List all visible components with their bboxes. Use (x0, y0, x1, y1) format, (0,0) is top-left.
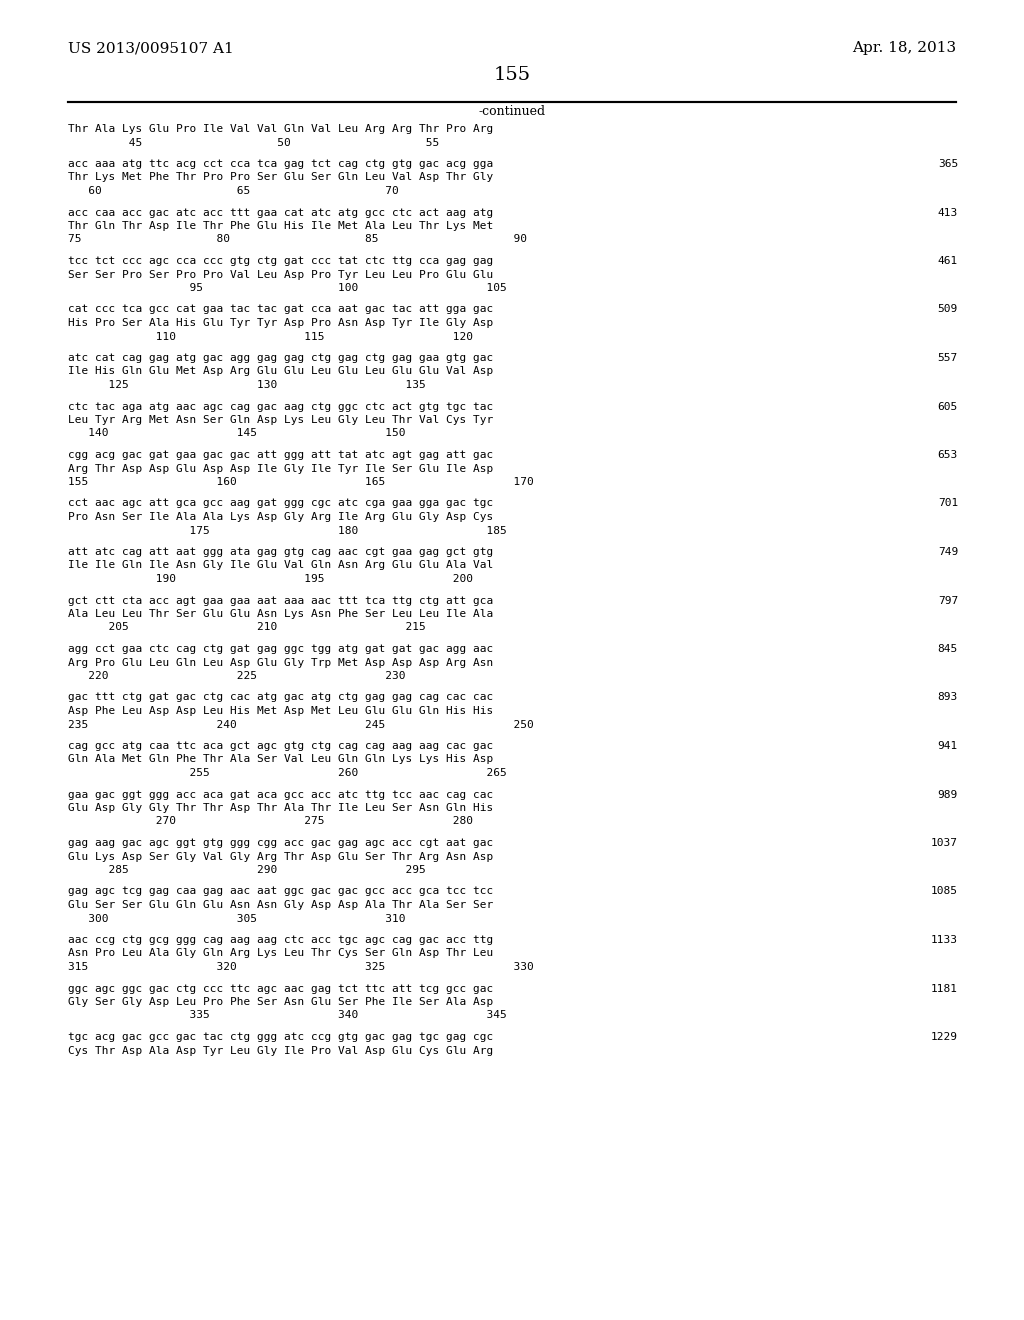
Text: 701: 701 (938, 499, 958, 508)
Text: Thr Lys Met Phe Thr Pro Pro Ser Glu Ser Gln Leu Val Asp Thr Gly: Thr Lys Met Phe Thr Pro Pro Ser Glu Ser … (68, 173, 494, 182)
Text: Ala Leu Leu Thr Ser Glu Glu Asn Lys Asn Phe Ser Leu Leu Ile Ala: Ala Leu Leu Thr Ser Glu Glu Asn Lys Asn … (68, 609, 494, 619)
Text: 270                   275                   280: 270 275 280 (68, 817, 473, 826)
Text: Arg Thr Asp Asp Glu Asp Asp Ile Gly Ile Tyr Ile Ser Glu Ile Asp: Arg Thr Asp Asp Glu Asp Asp Ile Gly Ile … (68, 463, 494, 474)
Text: 941: 941 (938, 741, 958, 751)
Text: gct ctt cta acc agt gaa gaa aat aaa aac ttt tca ttg ctg att gca: gct ctt cta acc agt gaa gaa aat aaa aac … (68, 595, 494, 606)
Text: Gly Ser Gly Asp Leu Pro Phe Ser Asn Glu Ser Phe Ile Ser Ala Asp: Gly Ser Gly Asp Leu Pro Phe Ser Asn Glu … (68, 997, 494, 1007)
Text: 155                   160                   165                   170: 155 160 165 170 (68, 477, 534, 487)
Text: cag gcc atg caa ttc aca gct agc gtg ctg cag cag aag aag cac gac: cag gcc atg caa ttc aca gct agc gtg ctg … (68, 741, 494, 751)
Text: 110                   115                   120: 110 115 120 (68, 331, 473, 342)
Text: acc caa acc gac atc acc ttt gaa cat atc atg gcc ctc act aag atg: acc caa acc gac atc acc ttt gaa cat atc … (68, 207, 494, 218)
Text: Thr Gln Thr Asp Ile Thr Phe Glu His Ile Met Ala Leu Thr Lys Met: Thr Gln Thr Asp Ile Thr Phe Glu His Ile … (68, 220, 494, 231)
Text: 557: 557 (938, 352, 958, 363)
Text: agg cct gaa ctc cag ctg gat gag ggc tgg atg gat gat gac agg aac: agg cct gaa ctc cag ctg gat gag ggc tgg … (68, 644, 494, 653)
Text: tgc acg gac gcc gac tac ctg ggg atc ccg gtg gac gag tgc gag cgc: tgc acg gac gcc gac tac ctg ggg atc ccg … (68, 1032, 494, 1041)
Text: Apr. 18, 2013: Apr. 18, 2013 (852, 41, 956, 55)
Text: gaa gac ggt ggg acc aca gat aca gcc acc atc ttg tcc aac cag cac: gaa gac ggt ggg acc aca gat aca gcc acc … (68, 789, 494, 800)
Text: -continued: -continued (478, 106, 546, 117)
Text: 155: 155 (494, 66, 530, 84)
Text: 175                   180                   185: 175 180 185 (68, 525, 507, 536)
Text: 653: 653 (938, 450, 958, 459)
Text: tcc tct ccc agc cca ccc gtg ctg gat ccc tat ctc ttg cca gag gag: tcc tct ccc agc cca ccc gtg ctg gat ccc … (68, 256, 494, 267)
Text: 1229: 1229 (931, 1032, 958, 1041)
Text: cat ccc tca gcc cat gaa tac tac gat cca aat gac tac att gga gac: cat ccc tca gcc cat gaa tac tac gat cca … (68, 305, 494, 314)
Text: 461: 461 (938, 256, 958, 267)
Text: 190                   195                   200: 190 195 200 (68, 574, 473, 583)
Text: Gln Ala Met Gln Phe Thr Ala Ser Val Leu Gln Gln Lys Lys His Asp: Gln Ala Met Gln Phe Thr Ala Ser Val Leu … (68, 755, 494, 764)
Text: 75                    80                    85                    90: 75 80 85 90 (68, 235, 527, 244)
Text: gag agc tcg gag caa gag aac aat ggc gac gac gcc acc gca tcc tcc: gag agc tcg gag caa gag aac aat ggc gac … (68, 887, 494, 896)
Text: 1133: 1133 (931, 935, 958, 945)
Text: Glu Asp Gly Gly Thr Thr Asp Thr Ala Thr Ile Leu Ser Asn Gln His: Glu Asp Gly Gly Thr Thr Asp Thr Ala Thr … (68, 803, 494, 813)
Text: 989: 989 (938, 789, 958, 800)
Text: gag aag gac agc ggt gtg ggg cgg acc gac gag agc acc cgt aat gac: gag aag gac agc ggt gtg ggg cgg acc gac … (68, 838, 494, 847)
Text: Ser Ser Pro Ser Pro Pro Val Leu Asp Pro Tyr Leu Leu Pro Glu Glu: Ser Ser Pro Ser Pro Pro Val Leu Asp Pro … (68, 269, 494, 280)
Text: Cys Thr Asp Ala Asp Tyr Leu Gly Ile Pro Val Asp Glu Cys Glu Arg: Cys Thr Asp Ala Asp Tyr Leu Gly Ile Pro … (68, 1045, 494, 1056)
Text: US 2013/0095107 A1: US 2013/0095107 A1 (68, 41, 233, 55)
Text: 255                   260                   265: 255 260 265 (68, 768, 507, 777)
Text: 60                    65                    70: 60 65 70 (68, 186, 398, 195)
Text: Arg Pro Glu Leu Gln Leu Asp Glu Gly Trp Met Asp Asp Asp Arg Asn: Arg Pro Glu Leu Gln Leu Asp Glu Gly Trp … (68, 657, 494, 668)
Text: 235                   240                   245                   250: 235 240 245 250 (68, 719, 534, 730)
Text: cgg acg gac gat gaa gac gac att ggg att tat atc agt gag att gac: cgg acg gac gat gaa gac gac att ggg att … (68, 450, 494, 459)
Text: Thr Ala Lys Glu Pro Ile Val Val Gln Val Leu Arg Arg Thr Pro Arg: Thr Ala Lys Glu Pro Ile Val Val Gln Val … (68, 124, 494, 135)
Text: 140                   145                   150: 140 145 150 (68, 429, 406, 438)
Text: 1037: 1037 (931, 838, 958, 847)
Text: atc cat cag gag atg gac agg gag gag ctg gag ctg gag gaa gtg gac: atc cat cag gag atg gac agg gag gag ctg … (68, 352, 494, 363)
Text: Glu Lys Asp Ser Gly Val Gly Arg Thr Asp Glu Ser Thr Arg Asn Asp: Glu Lys Asp Ser Gly Val Gly Arg Thr Asp … (68, 851, 494, 862)
Text: 605: 605 (938, 401, 958, 412)
Text: 300                   305                   310: 300 305 310 (68, 913, 406, 924)
Text: 335                   340                   345: 335 340 345 (68, 1011, 507, 1020)
Text: 45                    50                    55: 45 50 55 (68, 137, 439, 148)
Text: ctc tac aga atg aac agc cag gac aag ctg ggc ctc act gtg tgc tac: ctc tac aga atg aac agc cag gac aag ctg … (68, 401, 494, 412)
Text: Pro Asn Ser Ile Ala Ala Lys Asp Gly Arg Ile Arg Glu Gly Asp Cys: Pro Asn Ser Ile Ala Ala Lys Asp Gly Arg … (68, 512, 494, 521)
Text: His Pro Ser Ala His Glu Tyr Tyr Asp Pro Asn Asp Tyr Ile Gly Asp: His Pro Ser Ala His Glu Tyr Tyr Asp Pro … (68, 318, 494, 327)
Text: 509: 509 (938, 305, 958, 314)
Text: Ile His Gln Glu Met Asp Arg Glu Glu Leu Glu Leu Glu Glu Val Asp: Ile His Gln Glu Met Asp Arg Glu Glu Leu … (68, 367, 494, 376)
Text: 315                   320                   325                   330: 315 320 325 330 (68, 962, 534, 972)
Text: 845: 845 (938, 644, 958, 653)
Text: acc aaa atg ttc acg cct cca tca gag tct cag ctg gtg gac acg gga: acc aaa atg ttc acg cct cca tca gag tct … (68, 158, 494, 169)
Text: Ile Ile Gln Ile Asn Gly Ile Glu Val Gln Asn Arg Glu Glu Ala Val: Ile Ile Gln Ile Asn Gly Ile Glu Val Gln … (68, 561, 494, 570)
Text: att atc cag att aat ggg ata gag gtg cag aac cgt gaa gag gct gtg: att atc cag att aat ggg ata gag gtg cag … (68, 546, 494, 557)
Text: 1085: 1085 (931, 887, 958, 896)
Text: 220                   225                   230: 220 225 230 (68, 671, 406, 681)
Text: 797: 797 (938, 595, 958, 606)
Text: Glu Ser Ser Glu Gln Glu Asn Asn Gly Asp Asp Ala Thr Ala Ser Ser: Glu Ser Ser Glu Gln Glu Asn Asn Gly Asp … (68, 900, 494, 909)
Text: 1181: 1181 (931, 983, 958, 994)
Text: cct aac agc att gca gcc aag gat ggg cgc atc cga gaa gga gac tgc: cct aac agc att gca gcc aag gat ggg cgc … (68, 499, 494, 508)
Text: 125                   130                   135: 125 130 135 (68, 380, 426, 389)
Text: 95                    100                   105: 95 100 105 (68, 282, 507, 293)
Text: ggc agc ggc gac ctg ccc ttc agc aac gag tct ttc att tcg gcc gac: ggc agc ggc gac ctg ccc ttc agc aac gag … (68, 983, 494, 994)
Text: 893: 893 (938, 693, 958, 702)
Text: gac ttt ctg gat gac ctg cac atg gac atg ctg gag gag cag cac cac: gac ttt ctg gat gac ctg cac atg gac atg … (68, 693, 494, 702)
Text: Asp Phe Leu Asp Asp Leu His Met Asp Met Leu Glu Glu Gln His His: Asp Phe Leu Asp Asp Leu His Met Asp Met … (68, 706, 494, 715)
Text: 749: 749 (938, 546, 958, 557)
Text: 285                   290                   295: 285 290 295 (68, 865, 426, 875)
Text: Asn Pro Leu Ala Gly Gln Arg Lys Leu Thr Cys Ser Gln Asp Thr Leu: Asn Pro Leu Ala Gly Gln Arg Lys Leu Thr … (68, 949, 494, 958)
Text: aac ccg ctg gcg ggg cag aag aag ctc acc tgc agc cag gac acc ttg: aac ccg ctg gcg ggg cag aag aag ctc acc … (68, 935, 494, 945)
Text: 413: 413 (938, 207, 958, 218)
Text: 365: 365 (938, 158, 958, 169)
Text: 205                   210                   215: 205 210 215 (68, 623, 426, 632)
Text: Leu Tyr Arg Met Asn Ser Gln Asp Lys Leu Gly Leu Thr Val Cys Tyr: Leu Tyr Arg Met Asn Ser Gln Asp Lys Leu … (68, 414, 494, 425)
